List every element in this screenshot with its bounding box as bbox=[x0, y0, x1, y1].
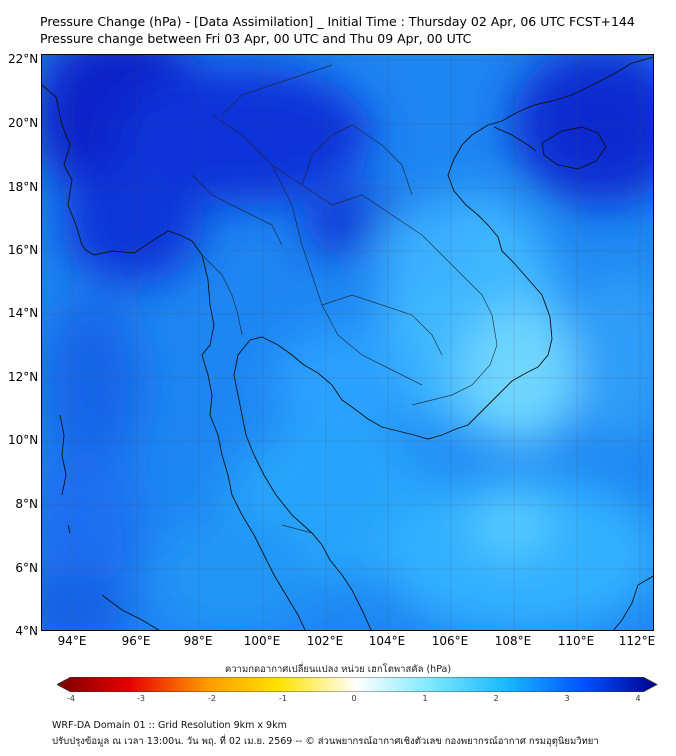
borders bbox=[191, 64, 498, 534]
lat-label-8n: 8°N bbox=[15, 497, 38, 511]
colorbar-tick: 2 bbox=[493, 694, 499, 703]
lat-label-22n: 22°N bbox=[8, 52, 39, 66]
colorbar-tick: 0 bbox=[351, 694, 357, 703]
colorbar-tick: 4 bbox=[635, 694, 641, 703]
lat-label-16n: 16°N bbox=[8, 243, 39, 257]
lon-label-100e: 100°E bbox=[243, 634, 281, 648]
lat-label-14n: 14°N bbox=[8, 306, 39, 320]
graticule bbox=[42, 55, 653, 630]
colorbar-tick: -2 bbox=[208, 694, 216, 703]
lon-label-102e: 102°E bbox=[306, 634, 344, 648]
colorbar-tick: -3 bbox=[137, 694, 145, 703]
lat-label-12n: 12°N bbox=[8, 370, 39, 384]
lon-label-108e: 108°E bbox=[494, 634, 532, 648]
lat-label-6n: 6°N bbox=[15, 561, 38, 575]
colorbar-caption: ความกดอากาศเปลี่ยนแปลง หน่วย เฮกโตพาสคัล… bbox=[224, 664, 452, 675]
colorbar bbox=[57, 677, 658, 692]
colorbar-tick: -1 bbox=[279, 694, 287, 703]
lon-label-110e: 110°E bbox=[557, 634, 595, 648]
lat-label-4n: 4°N bbox=[15, 624, 38, 638]
lon-label-96e: 96°E bbox=[121, 634, 151, 648]
lat-label-20n: 20°N bbox=[8, 116, 39, 130]
lon-label-106e: 106°E bbox=[431, 634, 469, 648]
lon-label-104e: 104°E bbox=[368, 634, 406, 648]
lat-label-10n: 10°N bbox=[8, 433, 39, 447]
lon-label-94e: 94°E bbox=[57, 634, 87, 648]
colorbar-tick: -4 bbox=[67, 694, 75, 703]
colorbar-tick: 1 bbox=[422, 694, 428, 703]
coastlines bbox=[42, 56, 653, 630]
colorbar-tick: 3 bbox=[564, 694, 570, 703]
map-subtitle: Pressure change between Fri 03 Apr, 00 U… bbox=[40, 31, 472, 46]
lon-label-112e: 112°E bbox=[618, 634, 656, 648]
lon-label-98e: 98°E bbox=[183, 634, 213, 648]
footer-model-info: WRF-DA Domain 01 :: Grid Resolution 9km … bbox=[52, 720, 287, 731]
pressure-change-map bbox=[41, 54, 654, 631]
footer-credit: ปรับปรุงข้อมูล ณ เวลา 13:00น. วัน พฤ. ที… bbox=[52, 736, 599, 747]
map-title: Pressure Change (hPa) - [Data Assimilati… bbox=[40, 14, 635, 29]
lat-label-18n: 18°N bbox=[8, 180, 39, 194]
